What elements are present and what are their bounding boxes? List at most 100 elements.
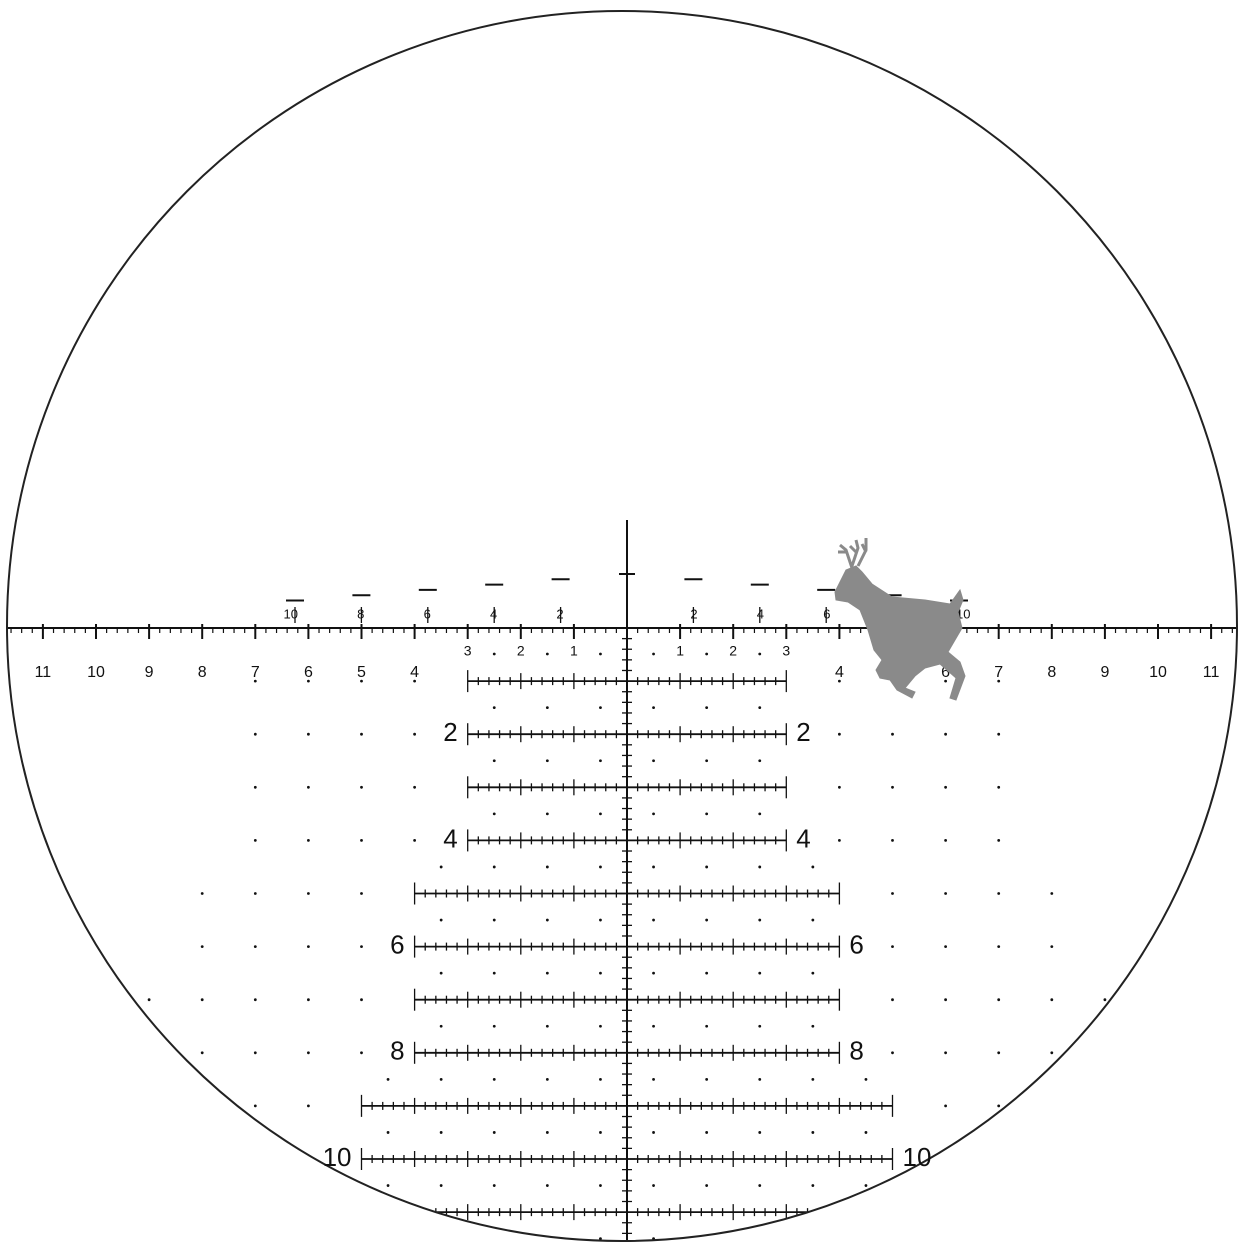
dot [253, 785, 257, 789]
dot [599, 1024, 602, 1028]
dot [891, 732, 894, 736]
dot [1050, 1051, 1054, 1055]
dot [652, 971, 655, 975]
dot [599, 759, 602, 763]
dot [545, 759, 549, 763]
scale-label: 10 [87, 664, 105, 681]
dot [307, 839, 310, 842]
row-label: 10 [903, 1142, 932, 1172]
row-label: 4 [796, 823, 810, 853]
dot [864, 1131, 868, 1134]
dot [705, 918, 709, 922]
dot [360, 679, 363, 683]
dot [253, 1051, 257, 1055]
dot [492, 1024, 496, 1028]
dot [492, 1077, 496, 1081]
scale-label: 9 [1100, 664, 1109, 681]
dot [386, 1131, 390, 1134]
dot [439, 1077, 443, 1081]
dot [413, 679, 416, 683]
dot [758, 918, 762, 922]
scale-label: 11 [35, 664, 52, 681]
dot [652, 1131, 655, 1134]
dot [1050, 945, 1054, 948]
dot [253, 679, 257, 683]
dot [200, 892, 204, 895]
dot [200, 1051, 204, 1055]
dot [758, 1184, 762, 1187]
dot [545, 812, 549, 816]
dot [599, 1237, 602, 1241]
dot [758, 865, 762, 869]
dot [413, 785, 416, 789]
dot [944, 945, 947, 948]
dot [253, 732, 257, 736]
dot [758, 1131, 762, 1134]
row-label: 4 [443, 823, 457, 853]
inner-label: 2 [517, 643, 525, 659]
dot [944, 998, 947, 1002]
dot [705, 706, 709, 710]
scale-label: 9 [145, 664, 154, 681]
dot [891, 785, 894, 789]
dot [599, 812, 602, 816]
dot [545, 918, 549, 922]
lead-label: 2 [556, 606, 563, 621]
scale-label: 8 [198, 664, 207, 681]
lead-label: 10 [284, 606, 298, 621]
dot [439, 918, 443, 922]
dot [307, 732, 310, 736]
lead-label: 2 [690, 606, 697, 621]
dot [492, 918, 496, 922]
row-label: 6 [390, 929, 404, 959]
dot [758, 1077, 762, 1081]
reticle-marks: 10864211109876543212468104567891011123 [7, 520, 1237, 1241]
scope-ring [6, 10, 1238, 1242]
scale-label: 8 [1047, 664, 1056, 681]
dot [997, 785, 1001, 789]
dot [545, 1131, 549, 1134]
dot [891, 1051, 894, 1055]
dot [307, 785, 310, 789]
lead-label: 4 [757, 606, 764, 621]
dot [705, 1024, 709, 1028]
inner-label: 1 [570, 643, 578, 659]
dot [811, 1024, 815, 1028]
dot [413, 732, 416, 736]
row-label: 8 [849, 1036, 863, 1066]
dot [492, 706, 496, 710]
dot [599, 652, 602, 656]
lead-label: 6 [424, 606, 431, 621]
dot [147, 998, 151, 1002]
dot [944, 1104, 947, 1108]
dot [997, 892, 1001, 895]
dot [253, 839, 257, 842]
row-label: 10 [323, 1142, 352, 1172]
row-label: 2 [796, 717, 810, 747]
dot [492, 812, 496, 816]
dot [492, 652, 496, 656]
dot [652, 1077, 655, 1081]
dot [864, 1077, 868, 1081]
dot [652, 652, 655, 656]
dot [599, 706, 602, 710]
dot [758, 652, 762, 656]
row-label: 6 [849, 929, 863, 959]
dot [652, 1184, 655, 1187]
dot [545, 1077, 549, 1081]
dot [944, 785, 947, 789]
dot [492, 1184, 496, 1187]
dot [413, 839, 416, 842]
dot [253, 892, 257, 895]
dot [838, 785, 841, 789]
dot [200, 945, 204, 948]
inner-label: 1 [676, 643, 684, 659]
dot [1103, 998, 1107, 1002]
dot [705, 812, 709, 816]
dot [705, 971, 709, 975]
dot [652, 865, 655, 869]
dot [891, 945, 894, 948]
dot [705, 1077, 709, 1081]
